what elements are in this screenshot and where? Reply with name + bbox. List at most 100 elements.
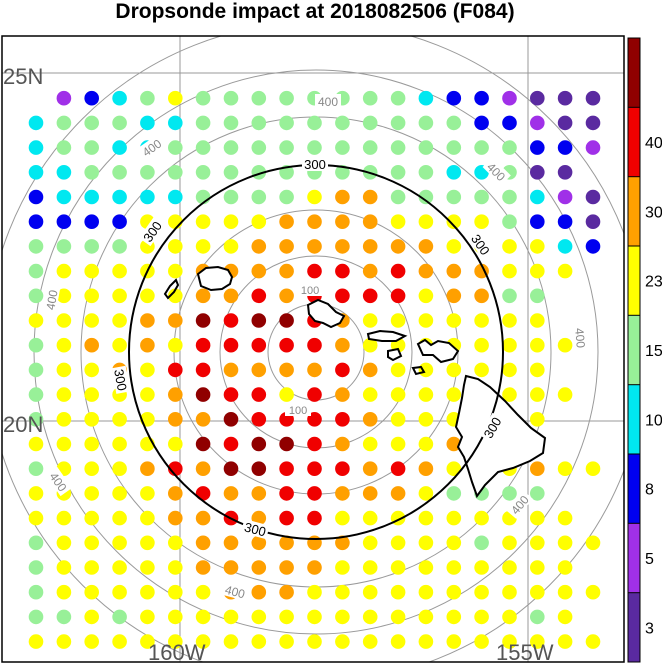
dropsonde-dot bbox=[168, 115, 183, 131]
dropsonde-dot bbox=[585, 239, 601, 254]
dropsonde-dot bbox=[223, 337, 239, 353]
contour-label: 400 bbox=[41, 285, 61, 314]
dropsonde-dot bbox=[502, 584, 517, 600]
dropsonde-dot bbox=[251, 461, 267, 477]
dropsonde-dot bbox=[195, 214, 211, 229]
dropsonde-dot bbox=[335, 560, 350, 575]
dropsonde-dot bbox=[84, 140, 99, 155]
dropsonde-dot bbox=[362, 510, 378, 526]
dropsonde-dot bbox=[84, 387, 99, 402]
dropsonde-dot bbox=[474, 189, 489, 205]
dropsonde-dot bbox=[56, 584, 72, 600]
dropsonde-dot bbox=[279, 486, 294, 501]
dropsonde-dot bbox=[223, 486, 239, 501]
dropsonde-dot bbox=[474, 313, 489, 328]
dropsonde-dot bbox=[418, 510, 434, 526]
dropsonde-dot bbox=[223, 535, 239, 551]
colorbar-tick-label: 30 bbox=[645, 204, 662, 221]
dropsonde-dot bbox=[28, 337, 44, 353]
dropsonde-dot bbox=[390, 560, 406, 575]
contour-label: 300 bbox=[240, 518, 270, 540]
dropsonde-dot bbox=[307, 115, 322, 131]
dropsonde-dot bbox=[418, 189, 434, 205]
dropsonde-dot bbox=[362, 436, 378, 452]
dropsonde-dot bbox=[251, 362, 267, 378]
contour-label-bg bbox=[240, 518, 270, 540]
dropsonde-dot bbox=[446, 634, 462, 649]
dropsonde-dot bbox=[335, 609, 350, 625]
dropsonde-dot bbox=[446, 461, 462, 477]
dropsonde-dot bbox=[168, 165, 183, 180]
dropsonde-dot bbox=[446, 165, 462, 180]
dropsonde-dot bbox=[56, 362, 72, 378]
dropsonde-dot bbox=[307, 362, 322, 378]
dropsonde-dot bbox=[362, 412, 378, 427]
dropsonde-dot bbox=[362, 609, 378, 625]
dropsonde-dot bbox=[418, 288, 434, 304]
dropsonde-dot bbox=[362, 140, 378, 155]
dropsonde-dot bbox=[362, 90, 378, 106]
dropsonde-dot bbox=[279, 634, 294, 649]
colorbar-swatch bbox=[628, 246, 640, 316]
dropsonde-dot bbox=[307, 510, 322, 526]
dropsonde-dot bbox=[390, 140, 406, 155]
dropsonde-dot bbox=[335, 140, 350, 155]
lat-label-25n: 25N bbox=[3, 64, 43, 89]
dropsonde-dot bbox=[502, 560, 517, 575]
dropsonde-dot bbox=[112, 313, 127, 328]
dropsonde-dot bbox=[362, 115, 378, 131]
dropsonde-dot bbox=[418, 140, 434, 155]
dropsonde-dot bbox=[530, 165, 545, 180]
dropsonde-dot bbox=[84, 189, 99, 205]
dropsonde-dot bbox=[28, 140, 44, 155]
island-kahoolawe bbox=[411, 365, 426, 376]
dropsonde-dot bbox=[585, 90, 601, 106]
dropsonde-dot bbox=[335, 510, 350, 526]
dropsonde-dot bbox=[112, 90, 127, 106]
dropsonde-dot bbox=[140, 189, 155, 205]
dropsonde-dot bbox=[335, 189, 350, 205]
dropsonde-dot bbox=[28, 584, 44, 600]
dropsonde-dot bbox=[530, 337, 545, 353]
colorbar-swatch bbox=[628, 384, 640, 455]
contour-label-bg bbox=[572, 324, 590, 352]
contour-label-bg bbox=[138, 216, 166, 247]
dropsonde-dot bbox=[84, 461, 99, 477]
dropsonde-dot bbox=[56, 288, 72, 304]
dropsonde-dot bbox=[168, 362, 183, 378]
dropsonde-dot bbox=[446, 535, 462, 551]
dropsonde-dot bbox=[84, 535, 99, 551]
dropsonde-dot bbox=[307, 486, 322, 501]
dropsonde-dot bbox=[112, 115, 127, 131]
dropsonde-dot bbox=[28, 609, 44, 625]
dropsonde-dot bbox=[557, 387, 573, 402]
colorbar-swatch bbox=[628, 315, 640, 386]
colorbar-tick-label: 3 bbox=[645, 620, 654, 637]
dropsonde-dot bbox=[140, 362, 155, 378]
dropsonde-dot bbox=[557, 165, 573, 180]
dropsonde-dot bbox=[195, 313, 211, 328]
dropsonde-dot bbox=[112, 486, 127, 501]
dropsonde-dot bbox=[112, 560, 127, 575]
dropsonde-dot bbox=[84, 510, 99, 526]
dropsonde-dot bbox=[446, 239, 462, 254]
dropsonde-dot bbox=[585, 461, 601, 477]
dropsonde-dot bbox=[557, 584, 573, 600]
dropsonde-dot bbox=[307, 263, 322, 279]
lat-label-20n: 20N bbox=[3, 412, 43, 437]
dropsonde-dot bbox=[195, 288, 211, 304]
dropsonde-dot bbox=[335, 584, 350, 600]
dropsonde-dot bbox=[84, 560, 99, 575]
dropsonde-dot bbox=[390, 288, 406, 304]
dropsonde-dot bbox=[279, 436, 294, 452]
dropsonde-dot bbox=[279, 387, 294, 402]
dropsonde-dot bbox=[362, 239, 378, 254]
dropsonde-dot bbox=[474, 634, 489, 649]
colorbar-swatch bbox=[628, 176, 640, 247]
dropsonde-dot bbox=[557, 337, 573, 353]
dropsonde-dot bbox=[140, 165, 155, 180]
contour-label-text: 300 bbox=[243, 519, 268, 539]
dropsonde-dot bbox=[390, 239, 406, 254]
dropsonde-dot bbox=[112, 239, 127, 254]
dropsonde-dot bbox=[307, 560, 322, 575]
